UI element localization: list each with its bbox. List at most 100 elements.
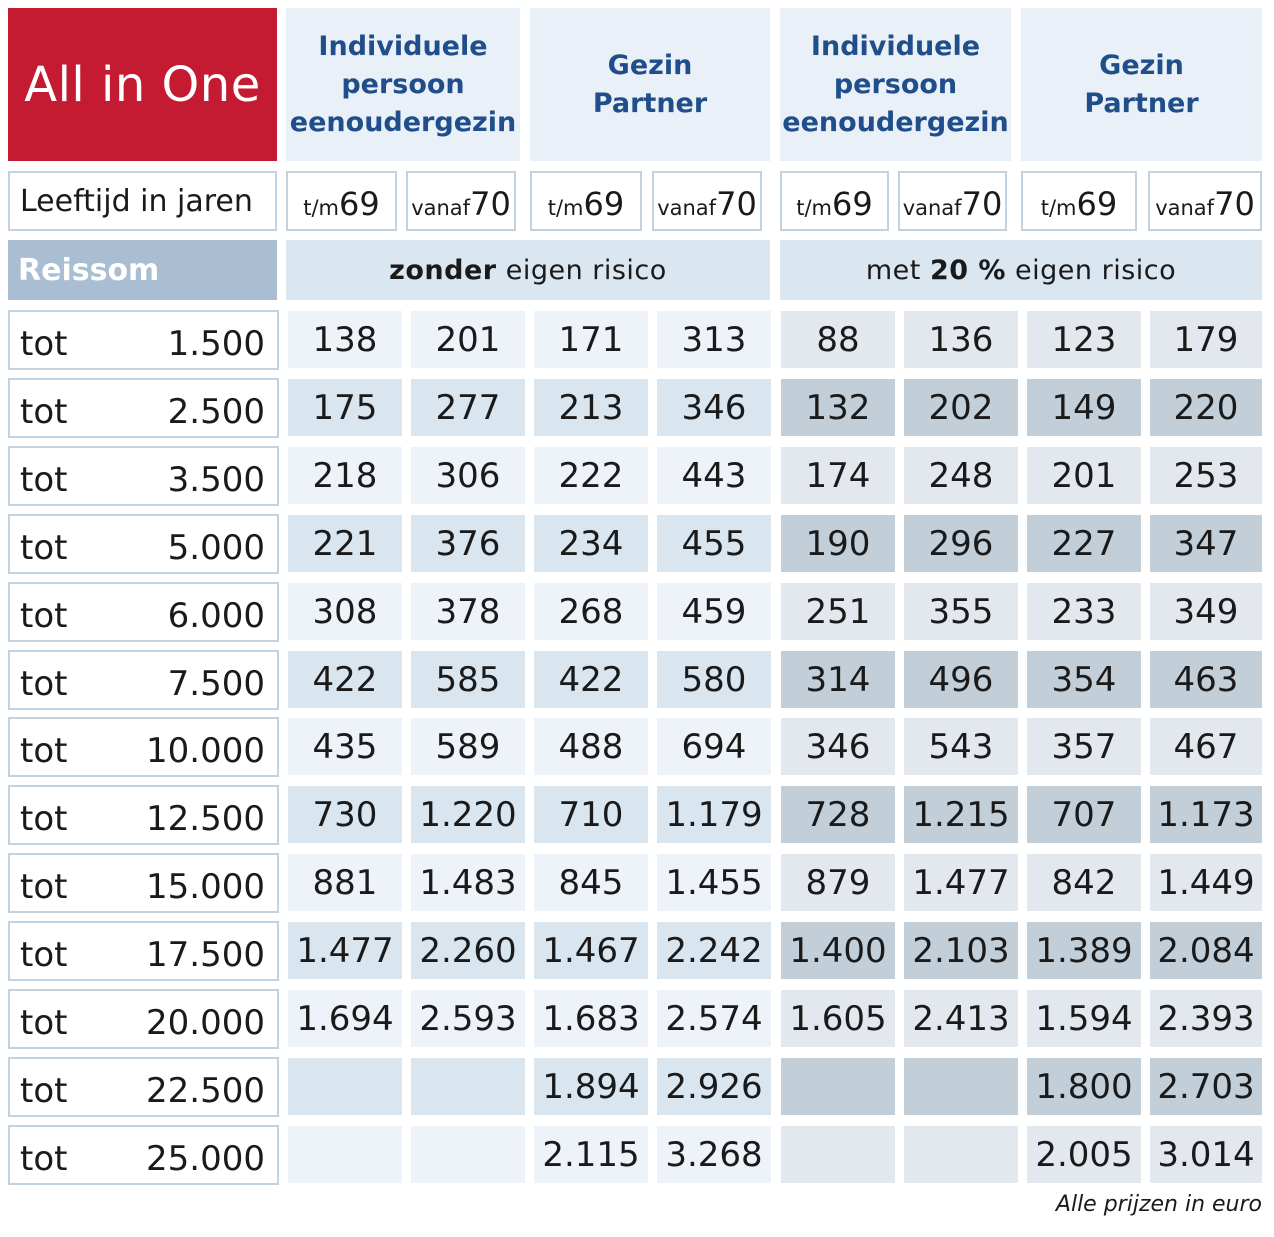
price-cell: 543 — [904, 718, 1018, 775]
price-cell: 202 — [904, 379, 1018, 436]
price-cell: 227 — [1027, 515, 1141, 572]
row-label-amount: 3.500 — [167, 460, 265, 500]
price-cell — [411, 1058, 525, 1115]
group-header-individueel-met: Individuele persoon eenoudergezin — [780, 8, 1011, 161]
price-cell: 88 — [781, 311, 895, 368]
row-label-prefix: tot — [20, 935, 68, 975]
age-prefix: t/m — [796, 196, 833, 220]
price-cell: 435 — [288, 718, 402, 775]
price-cell: 496 — [904, 651, 1018, 708]
band-met-rest: eigen risico — [1005, 254, 1177, 286]
price-cell: 308 — [288, 583, 402, 640]
price-cell: 1.455 — [657, 854, 771, 911]
row-label-prefix: tot — [20, 799, 68, 839]
row-label-amount: 15.000 — [146, 867, 265, 907]
price-cell: 459 — [657, 583, 771, 640]
row-label: tot 6.000 — [8, 582, 279, 642]
price-cell: 1.400 — [781, 922, 895, 979]
row-label-amount: 5.000 — [167, 528, 265, 568]
band-zonder-eigen-risico: zonder eigen risico — [286, 240, 770, 300]
price-cell: 2.103 — [904, 922, 1018, 979]
age-header-cell: t/m 69 — [286, 171, 397, 231]
price-cell: 306 — [411, 447, 525, 504]
price-cell: 1.594 — [1027, 990, 1141, 1047]
row-label-prefix: tot — [20, 731, 68, 771]
price-cell: 2.005 — [1027, 1126, 1141, 1183]
price-cell: 376 — [411, 515, 525, 572]
price-cell: 2.926 — [657, 1058, 771, 1115]
price-cell: 314 — [781, 651, 895, 708]
row-label: tot 20.000 — [8, 989, 279, 1049]
price-cell: 201 — [411, 311, 525, 368]
price-cell: 149 — [1027, 379, 1141, 436]
price-cell: 730 — [288, 786, 402, 843]
price-cell: 277 — [411, 379, 525, 436]
price-cell — [288, 1058, 402, 1115]
row-label: tot 7.500 — [8, 650, 279, 710]
price-cell: 728 — [781, 786, 895, 843]
row-label-amount: 20.000 — [146, 1003, 265, 1043]
age-number: 70 — [1214, 185, 1255, 223]
price-cell: 378 — [411, 583, 525, 640]
price-cell: 3.014 — [1150, 1126, 1262, 1183]
brand-title: All in One — [8, 8, 277, 161]
age-header-cell: t/m 69 — [1021, 171, 1137, 231]
price-cell: 2.574 — [657, 990, 771, 1047]
price-cell: 467 — [1150, 718, 1262, 775]
price-cell: 222 — [534, 447, 648, 504]
age-prefix: t/m — [1040, 196, 1077, 220]
price-cell: 349 — [1150, 583, 1262, 640]
price-cell: 221 — [288, 515, 402, 572]
price-cell: 357 — [1027, 718, 1141, 775]
row-label: tot 25.000 — [8, 1125, 279, 1185]
price-cell: 1.483 — [411, 854, 525, 911]
price-cell — [288, 1126, 402, 1183]
band-met-bold: 20 % — [929, 254, 1006, 286]
price-cell: 1.449 — [1150, 854, 1262, 911]
price-cell: 2.413 — [904, 990, 1018, 1047]
row-label-prefix: tot — [20, 392, 68, 432]
row-label-prefix: tot — [20, 867, 68, 907]
price-cell: 694 — [657, 718, 771, 775]
price-cell: 268 — [534, 583, 648, 640]
price-cell: 201 — [1027, 447, 1141, 504]
price-cell: 123 — [1027, 311, 1141, 368]
age-number: 70 — [470, 185, 511, 223]
row-label-amount: 1.500 — [167, 324, 265, 364]
price-cell: 1.179 — [657, 786, 771, 843]
price-cell: 1.220 — [411, 786, 525, 843]
price-cell: 2.260 — [411, 922, 525, 979]
age-number: 70 — [716, 185, 757, 223]
price-cell: 422 — [288, 651, 402, 708]
age-prefix: vanaf — [657, 196, 717, 220]
group-header-gezin-zonder: Gezin Partner — [530, 8, 770, 161]
price-cell: 1.894 — [534, 1058, 648, 1115]
price-cell: 346 — [657, 379, 771, 436]
age-prefix: vanaf — [1155, 196, 1215, 220]
row-label-prefix: tot — [20, 1003, 68, 1043]
price-cell: 171 — [534, 311, 648, 368]
price-cell: 136 — [904, 311, 1018, 368]
price-cell: 845 — [534, 854, 648, 911]
age-prefix: t/m — [303, 196, 340, 220]
price-cell: 1.467 — [534, 922, 648, 979]
price-cell: 2.393 — [1150, 990, 1262, 1047]
row-label: tot 2.500 — [8, 378, 279, 438]
price-cell: 313 — [657, 311, 771, 368]
price-cell: 422 — [534, 651, 648, 708]
age-header-cell: vanaf 70 — [406, 171, 516, 231]
group-header-individueel-zonder: Individuele persoon eenoudergezin — [286, 8, 520, 161]
price-cell: 220 — [1150, 379, 1262, 436]
price-cell: 2.115 — [534, 1126, 648, 1183]
row-label-amount: 2.500 — [167, 392, 265, 432]
row-label-prefix: tot — [20, 324, 68, 364]
age-header-cell: t/m 69 — [530, 171, 642, 231]
age-prefix: vanaf — [411, 196, 471, 220]
row-label: tot 5.000 — [8, 514, 279, 574]
age-number: 69 — [583, 185, 625, 223]
band-zonder-rest: eigen risico — [496, 254, 667, 286]
row-label: tot 17.500 — [8, 921, 279, 981]
age-prefix: vanaf — [902, 196, 962, 220]
age-number: 69 — [1076, 185, 1118, 223]
price-cell: 1.800 — [1027, 1058, 1141, 1115]
